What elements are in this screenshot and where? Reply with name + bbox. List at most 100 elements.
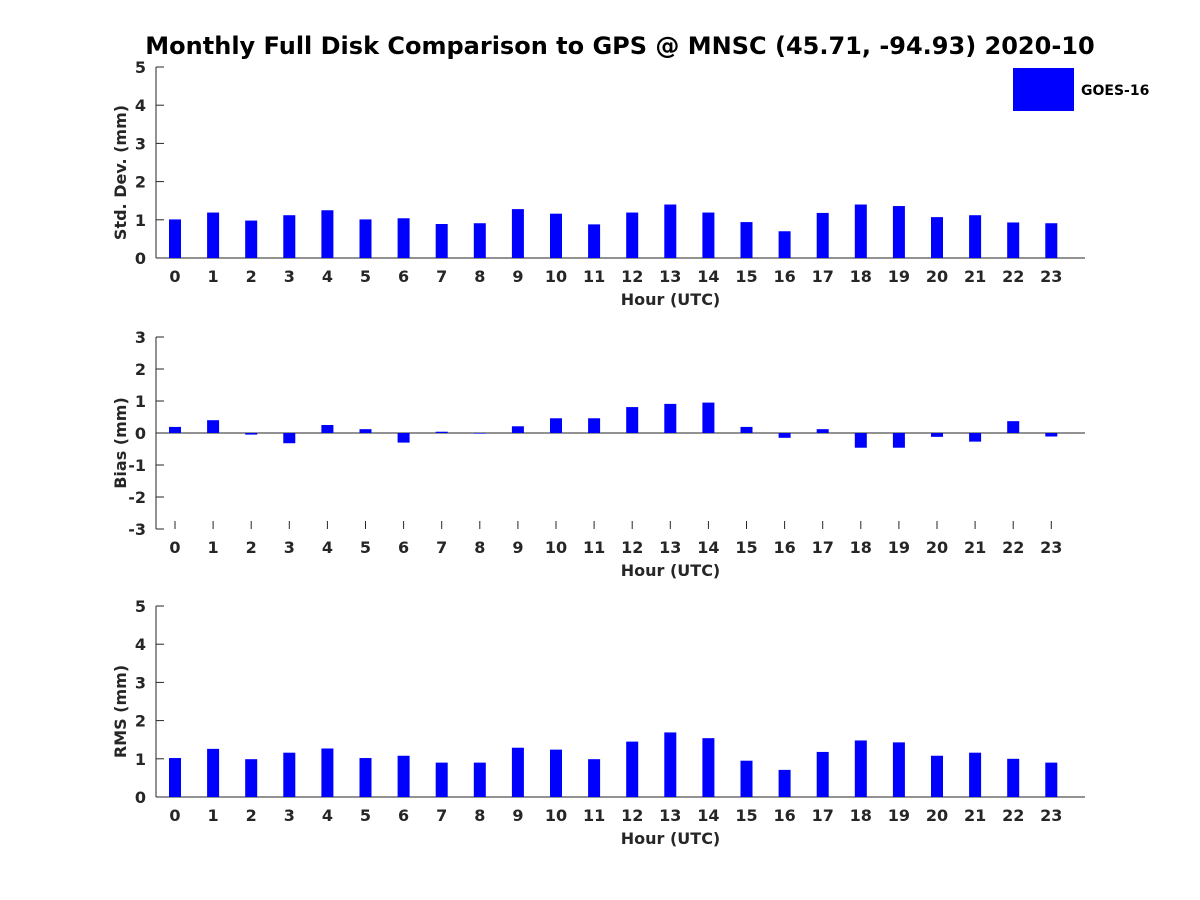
bar-bias-hour-11	[588, 418, 601, 433]
x-tick-label: 22	[1002, 538, 1024, 557]
bar-bias-hour-0	[169, 426, 181, 433]
x-tick-label: 14	[697, 538, 719, 557]
bar-rms-hour-5	[359, 758, 372, 797]
legend-swatch	[1013, 68, 1074, 111]
y-tick-label: 0	[135, 424, 146, 443]
x-tick-label: 10	[545, 538, 567, 557]
bar-stddev-hour-23	[1045, 223, 1058, 258]
bar-bias-hour-7	[435, 431, 448, 433]
bar-stddev-hour-10	[550, 213, 562, 258]
x-axis-label: Hour (UTC)	[621, 829, 721, 848]
x-axis-label: Hour (UTC)	[621, 290, 721, 309]
bar-bias-hour-22	[1007, 421, 1020, 433]
x-tick-label: 19	[888, 538, 910, 557]
bar-bias-hour-10	[550, 418, 562, 433]
x-tick-label: 13	[659, 806, 681, 825]
x-tick-label: 0	[169, 267, 180, 286]
x-tick-label: 23	[1040, 538, 1062, 557]
x-tick-label: 9	[512, 538, 523, 557]
bar-stddev-hour-4	[321, 210, 334, 258]
x-tick-label: 19	[888, 806, 910, 825]
bar-stddev-hour-7	[435, 224, 448, 258]
bar-stddev-hour-1	[207, 212, 220, 258]
bar-bias-hour-13	[664, 403, 677, 433]
y-tick-label: 1	[135, 392, 146, 411]
bar-stddev-hour-0	[169, 219, 181, 258]
y-tick-label: -3	[128, 520, 146, 539]
bar-stddev-hour-2	[245, 220, 258, 258]
bar-stddev-hour-6	[397, 218, 410, 258]
x-tick-label: 18	[850, 538, 872, 557]
bar-stddev-hour-11	[588, 224, 601, 258]
bar-rms-hour-14	[702, 738, 715, 797]
bar-rms-hour-2	[245, 759, 258, 797]
x-tick-label: 12	[621, 267, 643, 286]
x-tick-label: 20	[926, 538, 948, 557]
bar-rms-hour-15	[740, 760, 753, 797]
bar-rms-hour-3	[283, 752, 296, 797]
y-tick-label: 3	[135, 328, 146, 347]
legend-label: GOES-16	[1081, 83, 1149, 99]
x-tick-label: 13	[659, 267, 681, 286]
bar-bias-hour-19	[892, 433, 905, 448]
x-tick-label: 16	[773, 267, 795, 286]
bar-rms-hour-13	[664, 732, 677, 797]
y-tick-label: 2	[135, 360, 146, 379]
x-tick-label: 17	[812, 538, 834, 557]
x-tick-label: 20	[926, 806, 948, 825]
bar-rms-hour-9	[511, 747, 524, 797]
bar-stddev-hour-12	[626, 212, 639, 258]
x-tick-label: 6	[398, 267, 409, 286]
x-tick-label: 18	[850, 806, 872, 825]
bar-stddev-hour-8	[473, 223, 486, 258]
bar-bias-hour-4	[321, 425, 334, 433]
x-tick-label: 15	[735, 267, 757, 286]
x-tick-label: 20	[926, 267, 948, 286]
bar-bias-hour-16	[778, 433, 791, 438]
x-tick-label: 1	[208, 538, 219, 557]
x-tick-label: 0	[169, 806, 180, 825]
x-tick-label: 9	[512, 267, 523, 286]
bar-bias-hour-8	[473, 433, 486, 434]
y-tick-label: 1	[135, 211, 146, 230]
x-tick-label: 2	[246, 267, 257, 286]
bar-rms-hour-23	[1045, 762, 1058, 797]
bar-stddev-hour-9	[511, 209, 524, 258]
x-tick-label: 11	[583, 806, 605, 825]
y-tick-label: 4	[135, 96, 146, 115]
bar-stddev-hour-5	[359, 219, 372, 258]
y-tick-label: 0	[135, 788, 146, 807]
bar-stddev-hour-17	[816, 212, 829, 258]
bar-rms-hour-12	[626, 741, 639, 797]
x-tick-label: 18	[850, 267, 872, 286]
x-tick-label: 3	[284, 538, 295, 557]
y-tick-label: -2	[128, 488, 146, 507]
bar-rms-hour-0	[169, 758, 181, 797]
x-tick-label: 6	[398, 538, 409, 557]
x-tick-label: 4	[322, 267, 333, 286]
x-tick-label: 16	[773, 538, 795, 557]
x-tick-label: 11	[583, 267, 605, 286]
bar-rms-hour-11	[588, 759, 601, 797]
x-tick-label: 4	[322, 538, 333, 557]
y-tick-label: 0	[135, 249, 146, 268]
bar-rms-hour-1	[207, 748, 220, 797]
x-tick-label: 17	[812, 267, 834, 286]
bar-stddev-hour-20	[931, 217, 943, 258]
y-axis-label: RMS (mm)	[111, 665, 130, 758]
bar-bias-hour-5	[359, 429, 372, 433]
bar-rms-hour-21	[969, 752, 982, 797]
bar-rms-hour-7	[435, 762, 448, 797]
bar-bias-hour-21	[969, 433, 982, 442]
bar-bias-hour-14	[702, 402, 715, 433]
y-tick-label: -1	[128, 456, 146, 475]
x-tick-label: 1	[208, 267, 219, 286]
bar-rms-hour-20	[931, 755, 943, 797]
x-tick-label: 1	[208, 806, 219, 825]
bar-stddev-hour-21	[969, 215, 982, 258]
x-tick-label: 0	[169, 538, 180, 557]
x-tick-label: 8	[474, 538, 485, 557]
x-tick-label: 10	[545, 267, 567, 286]
bar-bias-hour-15	[740, 426, 753, 433]
